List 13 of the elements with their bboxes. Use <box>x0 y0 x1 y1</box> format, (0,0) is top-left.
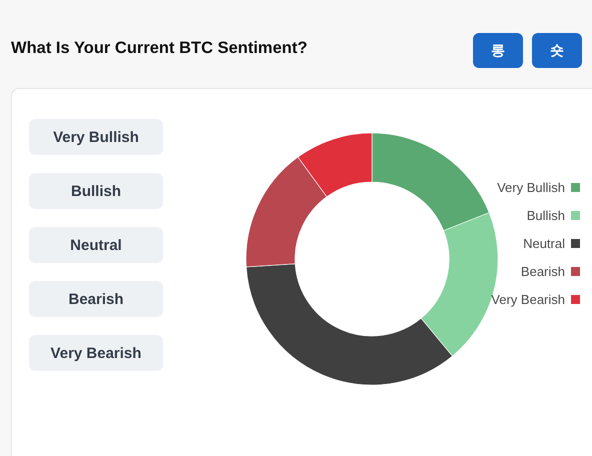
legend-label: Neutral <box>523 236 566 251</box>
button[interactable]: 롱 <box>473 33 523 68</box>
button[interactable]: Very Bearish <box>29 335 163 371</box>
button[interactable]: 숏 <box>532 33 582 68</box>
legend-label: Bearish <box>520 264 565 279</box>
legend-label: Bullish <box>526 208 565 223</box>
button[interactable]: Bearish <box>29 281 163 317</box>
button[interactable]: Neutral <box>29 227 163 263</box>
legend-label: Very Bearish <box>491 292 565 307</box>
chart-title: What Is Your Current BTC Sentiment? <box>11 39 308 58</box>
button[interactable]: Bullish <box>29 173 163 209</box>
legend-label: Very Bullish <box>497 180 565 195</box>
button[interactable]: Very Bullish <box>29 119 163 155</box>
